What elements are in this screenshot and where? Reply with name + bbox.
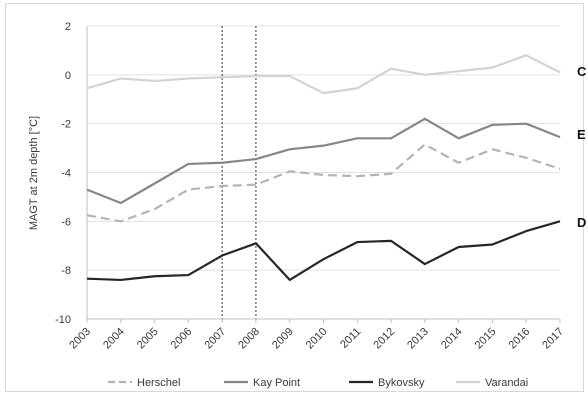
x-tick-label: 2005: [135, 326, 161, 352]
cropped-panel-labels: C E D: [577, 64, 587, 230]
x-tick-label: 2008: [236, 326, 262, 352]
y-tick-label: -2: [61, 119, 71, 131]
y-tick-label: -10: [55, 314, 71, 326]
x-tick-label: 2017: [540, 326, 566, 352]
panel-label: E: [577, 127, 586, 142]
legend-label: Bykovsky: [378, 377, 425, 389]
x-tick-label: 2003: [67, 326, 93, 352]
series-line-varandai: [86, 54, 561, 95]
x-tick-labels: 2003 2004 2005 2006 2007 2008 2009 2010 2011 2012…: [67, 326, 566, 352]
y-tick-label: -4: [61, 168, 71, 180]
legend-label: Varandai: [485, 377, 528, 389]
x-tick-label: 2016: [507, 326, 533, 352]
y-tick-label: -6: [61, 216, 71, 228]
x-tick-label: 2011: [338, 326, 363, 351]
x-tick-label: 2010: [304, 326, 330, 352]
panel-label: D: [577, 215, 586, 230]
legend-label: Kay Point: [253, 377, 300, 389]
series-line-kay-point: [86, 117, 561, 205]
series-lines: [86, 54, 561, 282]
y-tick-label: 2: [65, 21, 71, 33]
legend: Herschel Kay Point Bykovsky Varandai: [108, 377, 528, 389]
y-axis-title: MAGT at 2m depth [°C]: [28, 116, 40, 230]
y-tick-label: 0: [65, 70, 71, 82]
reference-lines: [221, 26, 257, 319]
x-tick-label: 2015: [473, 326, 499, 352]
x-tick-label: 2013: [405, 326, 431, 352]
x-tick-label: 2014: [439, 326, 465, 352]
panel-label: C: [577, 64, 587, 79]
grid-lines: [87, 25, 560, 271]
x-tick-label: 2006: [169, 326, 195, 352]
y-tick-label: -8: [61, 265, 71, 277]
series-line-bykovsky: [86, 220, 561, 282]
x-tick-label: 2009: [270, 326, 296, 352]
series-line-herschel: [86, 143, 561, 223]
axes: [86, 26, 561, 323]
x-tick-label: 2004: [101, 326, 127, 352]
legend-label: Herschel: [137, 377, 180, 389]
y-tick-labels: 2 0 -2 -4 -6 -8 -10: [55, 21, 71, 326]
x-tick-label: 2007: [202, 326, 228, 352]
x-tick-label: 2012: [371, 326, 397, 352]
